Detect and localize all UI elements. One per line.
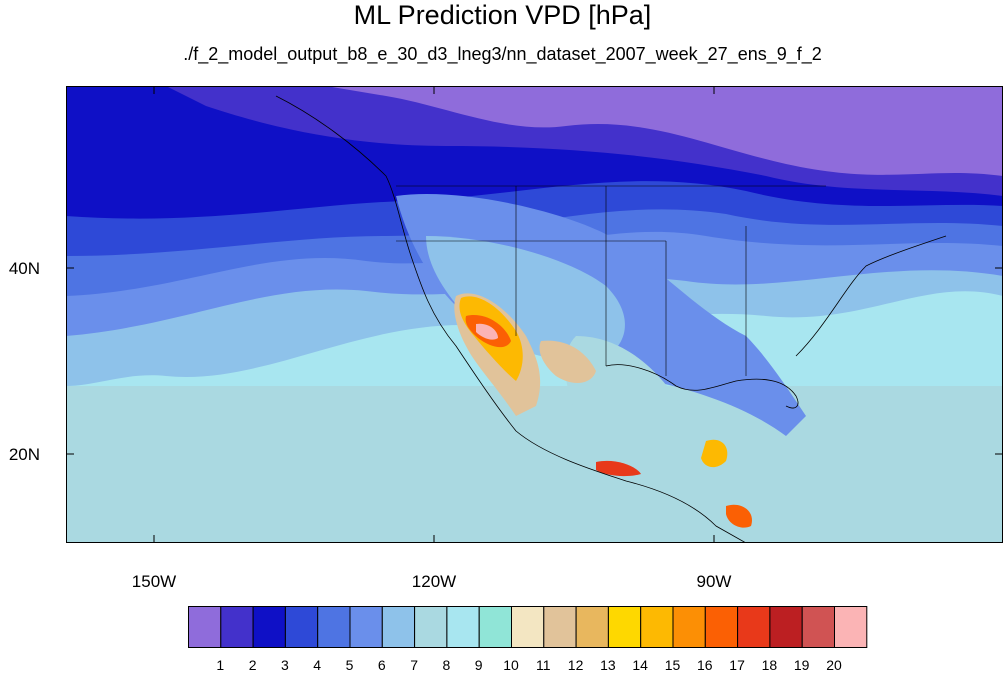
legend-label-4: 4 [313, 657, 322, 673]
legend-label-19: 19 [793, 657, 810, 673]
map-frame [66, 86, 1003, 543]
legend-swatch-4 [284, 606, 319, 648]
legend-swatch-15 [640, 606, 674, 648]
central-america-15 [701, 439, 728, 468]
map-title: ML Prediction VPD [hPa] [353, 0, 652, 30]
legend-swatch-17 [704, 606, 739, 648]
legend-swatch-13 [575, 606, 609, 648]
legend-swatch-5 [317, 606, 351, 648]
state-borders [396, 185, 826, 376]
legend-label-20: 20 [826, 657, 842, 673]
legend-swatch-19 [769, 606, 803, 648]
legend-label-11: 11 [536, 657, 551, 673]
legend-label-6: 6 [377, 657, 386, 673]
legend-swatch-14 [607, 606, 642, 648]
legend-swatch-20 [801, 606, 836, 648]
tick-marks [66, 86, 1003, 543]
legend-label-13: 13 [600, 657, 616, 673]
south-ocean-band [66, 386, 1003, 543]
legend-label-2: 2 [248, 657, 257, 673]
arctic-band-1 [266, 86, 1003, 176]
legend-label-8: 8 [442, 657, 451, 673]
mexico-band [565, 336, 766, 543]
lon-label-150w: 150W [131, 572, 177, 591]
legend-label-5: 5 [345, 657, 354, 673]
nicaragua-17 [726, 504, 752, 528]
lon-label-120w: 120W [411, 572, 457, 591]
legend-swatch-10 [478, 606, 513, 648]
legend-swatch-8 [414, 606, 448, 648]
legend-swatch-21 [834, 606, 868, 648]
legend-label-10: 10 [503, 657, 519, 673]
legend-label-12: 12 [567, 657, 584, 673]
mexico-coast-18 [596, 460, 641, 477]
legend-label-18: 18 [761, 657, 778, 673]
sonoran-20 [476, 323, 498, 340]
vpd-map [66, 86, 1003, 543]
legend-label-15: 15 [664, 657, 681, 673]
legend-swatch-7 [381, 606, 416, 648]
legend-swatch-16 [672, 606, 706, 648]
legend-label-17: 17 [729, 657, 745, 673]
gulf-east-coastline [605, 235, 947, 409]
west-coastline [275, 95, 747, 543]
color-legend [188, 606, 868, 648]
legend-swatch-2 [220, 606, 254, 648]
legend-swatch-3 [252, 606, 286, 648]
chihuahuan-12 [539, 340, 596, 383]
legend-label-16: 16 [697, 657, 713, 673]
lat-label-40n: 40N [8, 259, 40, 278]
legend-label-9: 9 [474, 657, 483, 673]
legend-label-1: 1 [216, 657, 225, 673]
legend-swatch-1 [188, 606, 222, 648]
legend-label-3: 3 [280, 657, 289, 673]
legend-label-14: 14 [632, 657, 648, 673]
legend-swatch-9 [446, 606, 480, 648]
legend-swatch-6 [349, 606, 383, 648]
lat-label-20n: 20N [8, 445, 40, 464]
legend-swatch-11 [511, 606, 545, 648]
lon-label-90w: 90W [696, 572, 732, 591]
legend-swatch-12 [543, 606, 577, 648]
legend-label-7: 7 [410, 657, 418, 673]
map-subtitle: ./f_2_model_output_b8_e_30_d3_lneg3/nn_d… [183, 44, 822, 64]
us-southwest-band [426, 236, 625, 360]
legend-swatch-18 [737, 606, 771, 648]
